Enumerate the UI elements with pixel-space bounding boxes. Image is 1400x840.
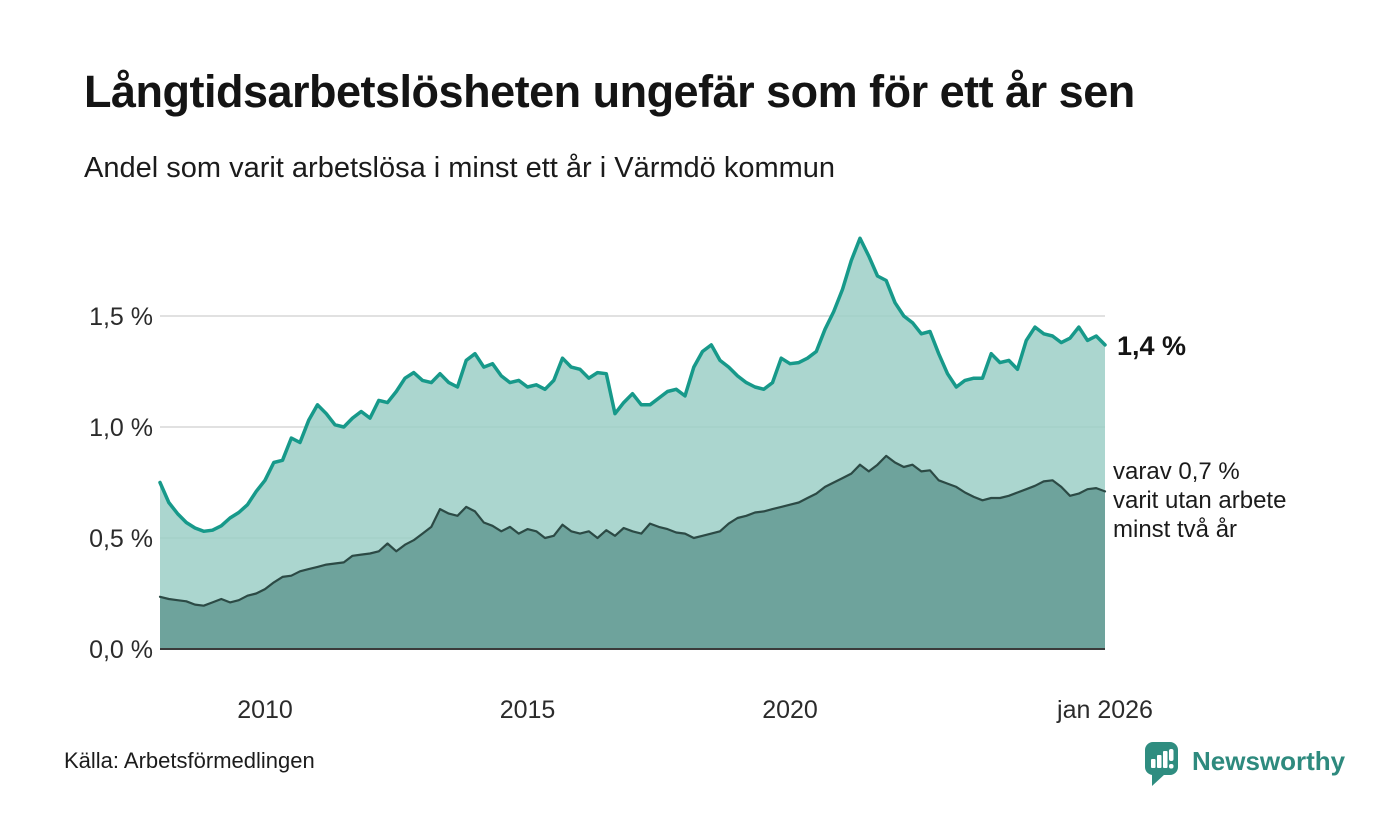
y-tick-label: 1,0 %	[89, 414, 153, 442]
y-tick-label: 0,0 %	[89, 636, 153, 664]
source-attribution: Källa: Arbetsförmedlingen	[64, 748, 315, 773]
x-tick-label: 2020	[762, 696, 818, 724]
line-unemployed-one-year	[158, 236, 1107, 534]
x-tick-label: 2010	[237, 696, 293, 724]
x-tick-label: 2015	[500, 696, 556, 724]
x-tick-label: jan 2026	[1056, 696, 1153, 724]
annotation-line: varav 0,7 %	[1113, 458, 1240, 485]
newsworthy-logo-icon	[1145, 742, 1178, 786]
y-tick-label: 0,5 %	[89, 525, 153, 553]
line-unemployed-two-years	[158, 454, 1107, 607]
annotation-line: varit utan arbete	[1113, 487, 1287, 514]
page-title: Långtidsarbetslösheten ungefär som för e…	[84, 66, 1135, 117]
area-unemployed-two-years	[160, 455, 1105, 649]
series-end-value-label: 1,4 %	[1117, 331, 1187, 361]
secondary-series-annotation: varav 0,7 % varit utan arbete minst två …	[1113, 457, 1286, 544]
annotation-line: minst två år	[1113, 516, 1238, 543]
page-subtitle: Andel som varit arbetslösa i minst ett å…	[84, 152, 836, 184]
brand-name: Newsworthy	[1192, 746, 1346, 776]
y-tick-label: 1,5 %	[89, 303, 153, 331]
